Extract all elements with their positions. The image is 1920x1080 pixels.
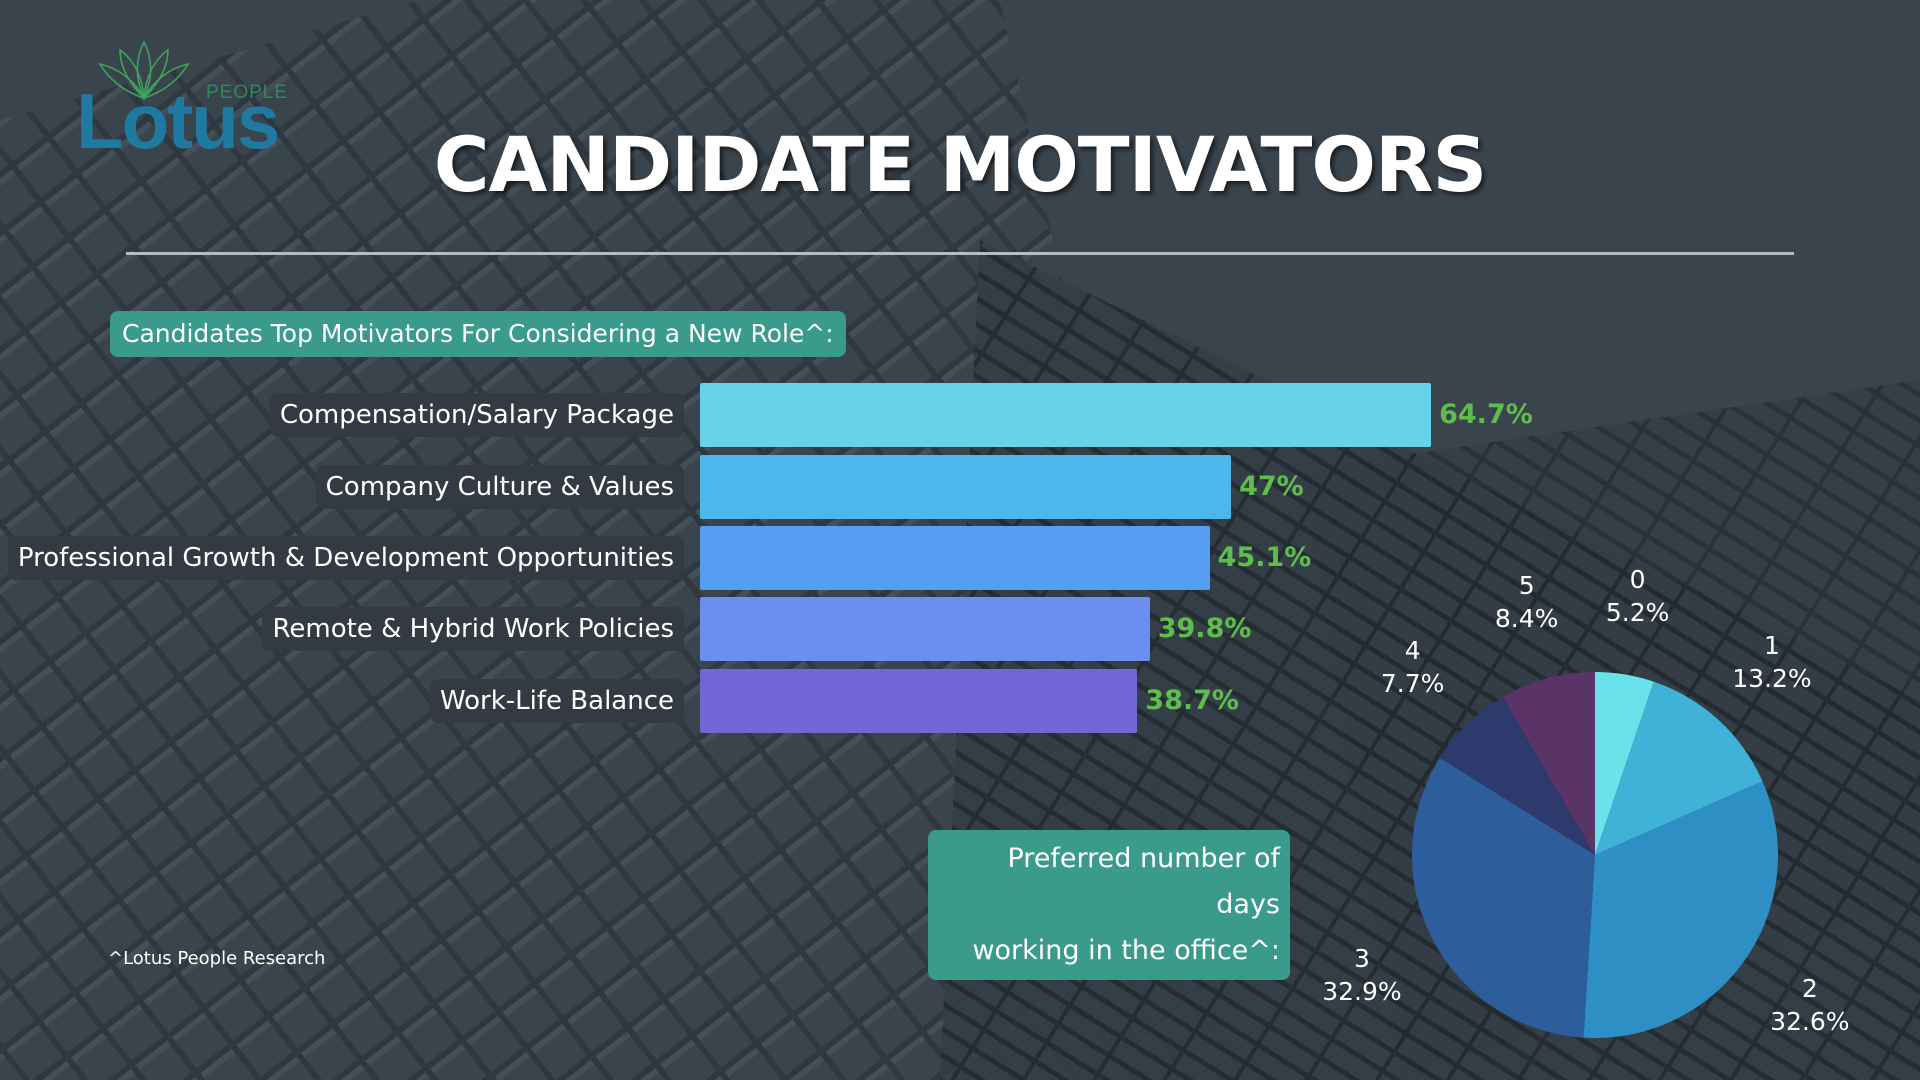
pie-slice-label: 1 13.2% bbox=[1732, 629, 1811, 695]
bar bbox=[700, 669, 1138, 733]
bar-value-label: 39.8% bbox=[1157, 613, 1252, 644]
pie-slice-category: 5 bbox=[1518, 571, 1535, 601]
pie-slice-label: 2 32.6% bbox=[1770, 972, 1849, 1038]
pie-slice bbox=[1412, 757, 1595, 1038]
bar-value-label: 47% bbox=[1239, 471, 1304, 502]
pie-slice bbox=[1595, 672, 1654, 855]
footnote: ^Lotus People Research bbox=[108, 948, 326, 969]
pie-slice bbox=[1595, 681, 1763, 855]
title-divider bbox=[126, 252, 1794, 255]
bar-chart-heading: Candidates Top Motivators For Considerin… bbox=[110, 311, 846, 357]
pie-slice-label: 0 5.2% bbox=[1606, 563, 1670, 629]
pie-slice bbox=[1439, 696, 1595, 855]
bar-value-label: 64.7% bbox=[1439, 399, 1533, 430]
bar-category-label: Company Culture & Values bbox=[315, 465, 684, 509]
pie-slice-percent: 8.4% bbox=[1494, 604, 1559, 634]
bar-category-label: Remote & Hybrid Work Policies bbox=[262, 607, 684, 651]
page-title: CANDIDATE MOTIVATORS bbox=[433, 120, 1487, 209]
pie-slice-category: 0 bbox=[1629, 565, 1646, 595]
pie-chart bbox=[1412, 672, 1778, 1038]
pie-slice-category: 2 bbox=[1801, 973, 1818, 1003]
logo-subtitle: PEOPLE bbox=[206, 82, 289, 103]
bar-category-label: Professional Growth & Development Opport… bbox=[7, 536, 684, 580]
pie-slice bbox=[1502, 672, 1595, 855]
pie-slice-category: 4 bbox=[1404, 635, 1421, 665]
pie-slice-category: 3 bbox=[1353, 943, 1370, 973]
pie-slice-percent: 32.6% bbox=[1770, 1006, 1850, 1036]
bar-value-label: 38.7% bbox=[1145, 685, 1239, 716]
pie-slice-label: 4 7.7% bbox=[1381, 634, 1445, 700]
pie-slice-label: 3 32.9% bbox=[1322, 942, 1401, 1008]
pie-slice-percent: 7.7% bbox=[1380, 668, 1445, 698]
pie-heading-line-2: working in the office^: bbox=[972, 935, 1280, 966]
logo-wordmark: Lotus bbox=[76, 77, 280, 165]
bar-category-label: Compensation/Salary Package bbox=[269, 393, 684, 437]
bar bbox=[700, 597, 1150, 661]
pie-slice-category: 1 bbox=[1763, 630, 1780, 660]
pie-heading-line-1: Preferred number of days bbox=[1007, 843, 1281, 920]
pie-slice-percent: 32.9% bbox=[1322, 976, 1402, 1006]
pie-slice-percent: 13.2% bbox=[1732, 663, 1812, 693]
lotus-flower-icon bbox=[98, 40, 190, 101]
bar bbox=[700, 526, 1210, 590]
pie-slice-percent: 5.2% bbox=[1605, 598, 1670, 628]
lotus-people-logo: PEOPLE Lotus bbox=[76, 36, 306, 166]
bar-category-label: Work-Life Balance bbox=[429, 679, 684, 723]
bar bbox=[700, 383, 1432, 447]
pie-chart-heading: Preferred number of days working in the … bbox=[928, 830, 1290, 980]
pie-slice-label: 5 8.4% bbox=[1495, 569, 1559, 635]
pie-slice bbox=[1583, 781, 1778, 1038]
bar-value-label: 45.1% bbox=[1217, 542, 1312, 573]
bar bbox=[700, 455, 1232, 519]
